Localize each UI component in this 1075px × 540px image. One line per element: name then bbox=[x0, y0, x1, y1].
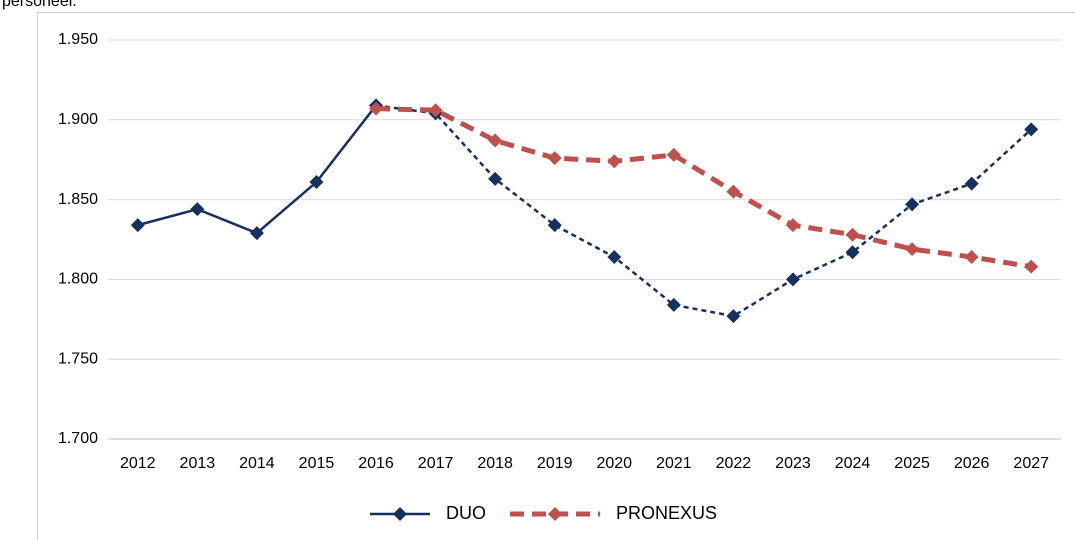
marker bbox=[905, 242, 920, 257]
marker bbox=[249, 226, 264, 241]
marker bbox=[369, 101, 384, 116]
legend-label: DUO bbox=[446, 503, 486, 523]
series-line bbox=[375, 104, 1033, 318]
x-tick-label: 2020 bbox=[596, 455, 632, 472]
y-tick-label: 1.750 bbox=[58, 350, 98, 367]
x-tick-label: 2018 bbox=[477, 455, 513, 472]
legend-marker bbox=[393, 507, 407, 521]
marker bbox=[785, 218, 800, 233]
marker bbox=[905, 197, 920, 212]
marker bbox=[190, 202, 205, 217]
marker bbox=[309, 175, 324, 190]
marker bbox=[488, 133, 503, 148]
legend-marker bbox=[548, 507, 562, 521]
marker bbox=[488, 171, 503, 186]
x-tick-label: 2021 bbox=[656, 455, 692, 472]
series-line bbox=[375, 106, 1032, 270]
marker bbox=[845, 245, 860, 260]
x-tick-label: 2013 bbox=[180, 455, 216, 472]
y-tick-label: 1.700 bbox=[58, 430, 98, 447]
marker bbox=[607, 154, 622, 169]
x-tick-label: 2023 bbox=[775, 455, 811, 472]
x-tick-label: 2022 bbox=[716, 455, 752, 472]
marker bbox=[785, 272, 800, 287]
y-tick-label: 1.850 bbox=[58, 191, 98, 208]
marker bbox=[964, 176, 979, 191]
caption-text: personeel. bbox=[2, 0, 77, 10]
marker bbox=[547, 151, 562, 166]
x-tick-label: 2017 bbox=[418, 455, 454, 472]
x-tick-label: 2012 bbox=[120, 455, 156, 472]
x-tick-label: 2026 bbox=[954, 455, 990, 472]
marker bbox=[726, 309, 741, 324]
y-tick-label: 1.900 bbox=[58, 111, 98, 128]
series-line bbox=[137, 104, 378, 235]
x-tick-label: 2015 bbox=[299, 455, 335, 472]
marker bbox=[428, 103, 443, 118]
marker bbox=[845, 227, 860, 242]
legend-label: PRONEXUS bbox=[616, 503, 717, 523]
marker bbox=[726, 184, 741, 199]
marker bbox=[607, 250, 622, 265]
x-tick-label: 2016 bbox=[358, 455, 394, 472]
x-tick-label: 2027 bbox=[1013, 455, 1049, 472]
marker bbox=[547, 218, 562, 233]
x-tick-label: 2025 bbox=[894, 455, 930, 472]
marker bbox=[666, 147, 681, 162]
marker bbox=[1024, 259, 1039, 274]
y-tick-label: 1.950 bbox=[58, 31, 98, 48]
marker bbox=[666, 297, 681, 312]
x-tick-label: 2014 bbox=[239, 455, 275, 472]
chart-frame bbox=[37, 12, 1075, 540]
x-tick-label: 2019 bbox=[537, 455, 573, 472]
marker bbox=[964, 250, 979, 265]
y-tick-label: 1.800 bbox=[58, 271, 98, 288]
x-tick-label: 2024 bbox=[835, 455, 871, 472]
marker bbox=[130, 218, 145, 233]
marker bbox=[1024, 122, 1039, 137]
